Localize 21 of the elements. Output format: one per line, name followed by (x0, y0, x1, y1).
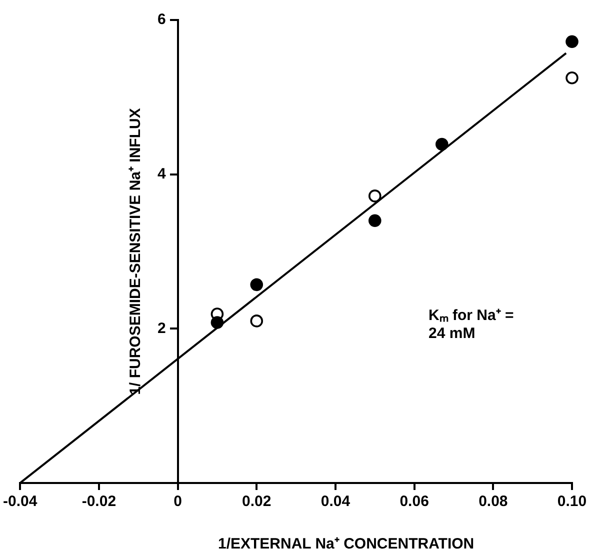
point (250, 278, 264, 292)
y-tick-label: 6 (157, 11, 166, 28)
x-tick-label: 0 (174, 493, 182, 510)
point (250, 314, 264, 328)
y-tick-label: 4 (157, 165, 166, 182)
x-tick-label: 0.06 (400, 493, 429, 510)
point (436, 138, 448, 151)
x-tick-label: 0.08 (478, 493, 508, 510)
annotation: Kₘ for Na⁺ = 24 mM (428, 307, 514, 344)
point (368, 214, 382, 228)
point (566, 35, 578, 48)
x-tick-label: 0.10 (557, 493, 587, 510)
x-axis-title: 1/EXTERNAL Na⁺ CONCENTRATION (218, 536, 474, 553)
point (368, 190, 382, 202)
x-tick-label: -0.02 (82, 493, 116, 510)
point (210, 316, 224, 329)
x-tick-label: 0.02 (242, 493, 272, 510)
y-tick-label: 2 (157, 320, 166, 337)
point (566, 71, 578, 84)
x-tick-label: -0.04 (2, 493, 38, 510)
x-tick-label: 0.04 (320, 493, 351, 510)
